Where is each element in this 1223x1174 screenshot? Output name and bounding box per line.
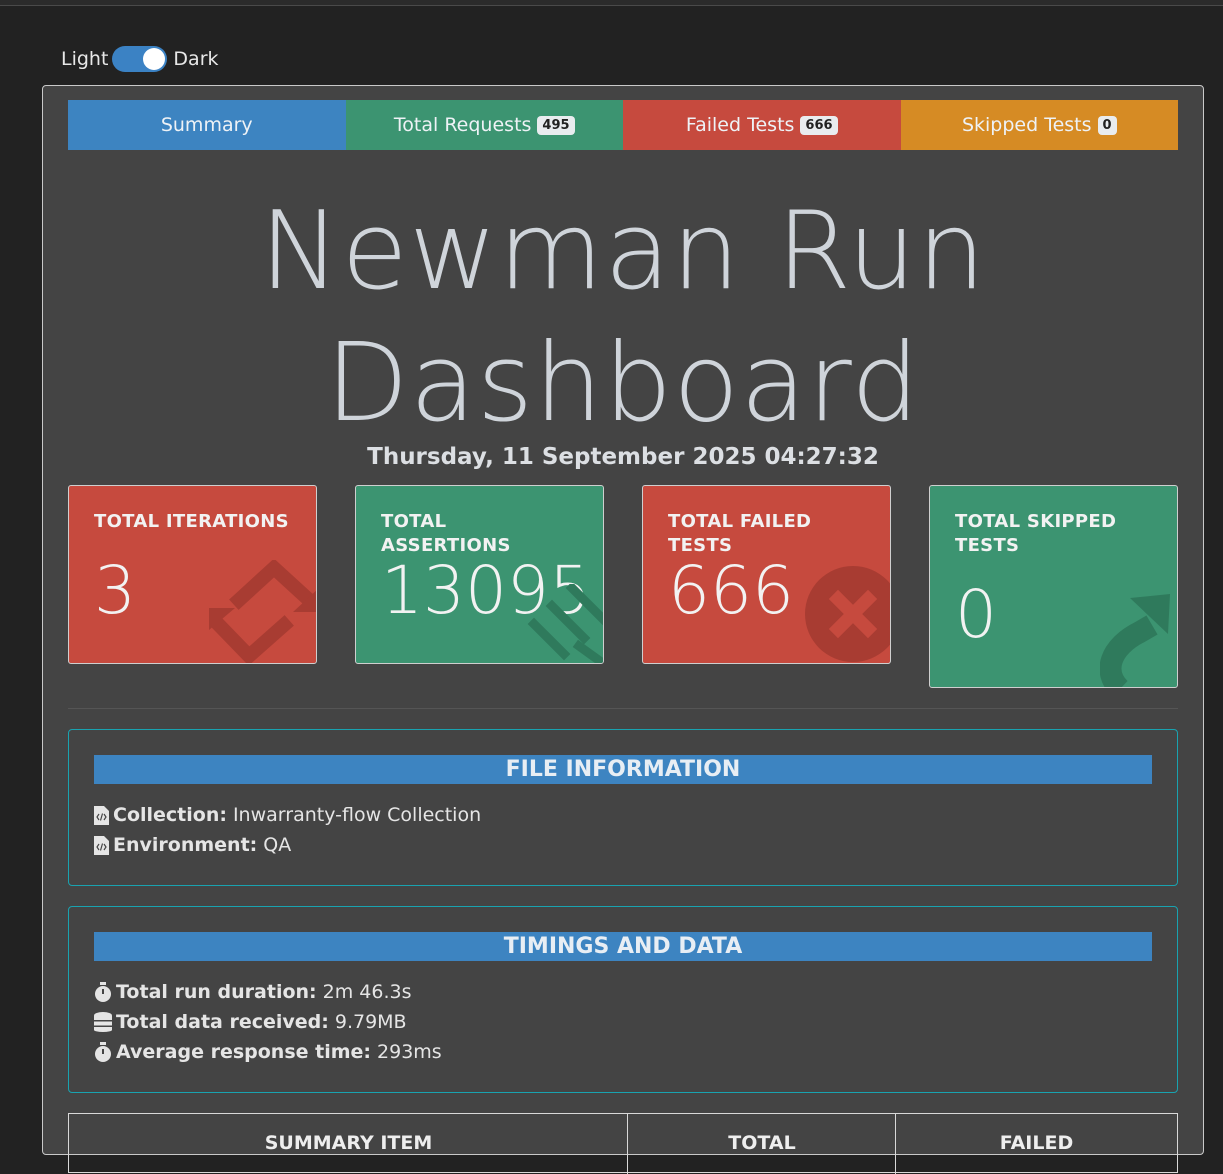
tab-skipped-tests[interactable]: Skipped Tests 0 [900, 100, 1178, 150]
tab-skipped-tests-label: Skipped Tests [961, 114, 1092, 136]
duration-row: Total run duration: 2m 46.3s [94, 981, 412, 1003]
dashboard-panel: Summary Total Requests 495 Failed Tests … [42, 85, 1204, 1174]
table-col-summary-item: SUMMARY ITEM [69, 1114, 628, 1174]
card-label: TOTAL ITERATIONS [94, 511, 289, 532]
theme-toggle: Light Dark [61, 44, 219, 74]
timings-heading: TIMINGS AND DATA [94, 932, 1152, 961]
checklist-icon [527, 584, 603, 663]
data-received-value: 9.79MB [334, 1011, 407, 1033]
page-title-line1: Newman Run [259, 189, 987, 314]
data-received-row: Total data received: 9.79MB [94, 1011, 407, 1033]
card-value: 666 [668, 552, 794, 629]
card-label: TOTAL ASSERTIONS [381, 511, 511, 556]
collection-value: Inwarranty-flow Collection [232, 804, 482, 826]
page-title: Newman Run Dashboard [43, 186, 1203, 450]
tab-summary-label: Summary [160, 114, 253, 136]
run-datetime: Thursday, 11 September 2025 04:27:32 [367, 444, 879, 470]
card-value: 3 [94, 552, 136, 629]
file-information-box: FILE INFORMATION Collection: Inwarranty-… [68, 729, 1178, 886]
stopwatch-icon [95, 1042, 111, 1062]
card-label: TOTAL SKIPPED TESTS [955, 511, 1117, 556]
file-code-icon [94, 835, 109, 855]
skipped-tests-badge: 0 [1097, 115, 1117, 135]
response-time-value: 293ms [377, 1041, 442, 1063]
duration-label: Total run duration: [116, 981, 317, 1003]
window-top-border [0, 0, 1223, 6]
table-col-total: TOTAL [628, 1114, 896, 1174]
data-received-label: Total data received: [116, 1011, 329, 1033]
switch-knob [143, 48, 166, 70]
collection-label: Collection: [113, 804, 227, 826]
times-circle-icon [805, 566, 890, 662]
card-total-assertions: TOTAL ASSERTIONS 13095 [355, 485, 604, 664]
section-divider [68, 708, 1178, 709]
summary-table: SUMMARY ITEM TOTAL FAILED [68, 1113, 1178, 1174]
tab-failed-tests[interactable]: Failed Tests 666 [623, 100, 901, 150]
tab-total-requests[interactable]: Total Requests 495 [345, 100, 623, 150]
dark-mode-switch[interactable] [112, 46, 168, 72]
collection-row: Collection: Inwarranty-flow Collection [94, 804, 481, 826]
nav-tabs: Summary Total Requests 495 Failed Tests … [68, 100, 1178, 150]
dark-label: Dark [173, 48, 219, 70]
page-title-line2: Dashboard [325, 321, 921, 446]
stopwatch-icon [95, 982, 111, 1002]
share-arrow-icon [1100, 594, 1170, 687]
response-time-label: Average response time: [116, 1041, 372, 1063]
file-code-icon [94, 805, 109, 825]
total-requests-badge: 495 [537, 115, 575, 135]
sync-arrows-icon [209, 560, 316, 663]
duration-value: 2m 46.3s [322, 981, 412, 1003]
card-total-iterations: TOTAL ITERATIONS 3 [68, 485, 317, 664]
timings-and-data-box: TIMINGS AND DATA Total run duration: 2m … [68, 906, 1178, 1093]
tab-total-requests-label: Total Requests [393, 114, 532, 136]
failed-tests-badge: 666 [800, 115, 838, 135]
tab-summary[interactable]: Summary [68, 100, 346, 150]
th-failed: FAILED [999, 1132, 1074, 1154]
response-time-row: Average response time: 293ms [94, 1041, 442, 1063]
card-total-failed-tests: TOTAL FAILED TESTS 666 [642, 485, 891, 664]
th-total: TOTAL [728, 1132, 796, 1154]
environment-label: Environment: [113, 834, 258, 856]
database-icon [94, 1012, 112, 1032]
card-total-skipped-tests: TOTAL SKIPPED TESTS 0 [929, 485, 1178, 688]
table-col-failed: FAILED [896, 1114, 1177, 1174]
file-information-heading: FILE INFORMATION [94, 755, 1152, 784]
tab-failed-tests-label: Failed Tests [685, 114, 795, 136]
card-value: 0 [955, 576, 997, 653]
environment-row: Environment: QA [94, 834, 291, 856]
light-label: Light [61, 48, 109, 70]
card-label: TOTAL FAILED TESTS [668, 511, 812, 556]
environment-value: QA [263, 834, 292, 856]
th-summary-item: SUMMARY ITEM [264, 1132, 433, 1154]
